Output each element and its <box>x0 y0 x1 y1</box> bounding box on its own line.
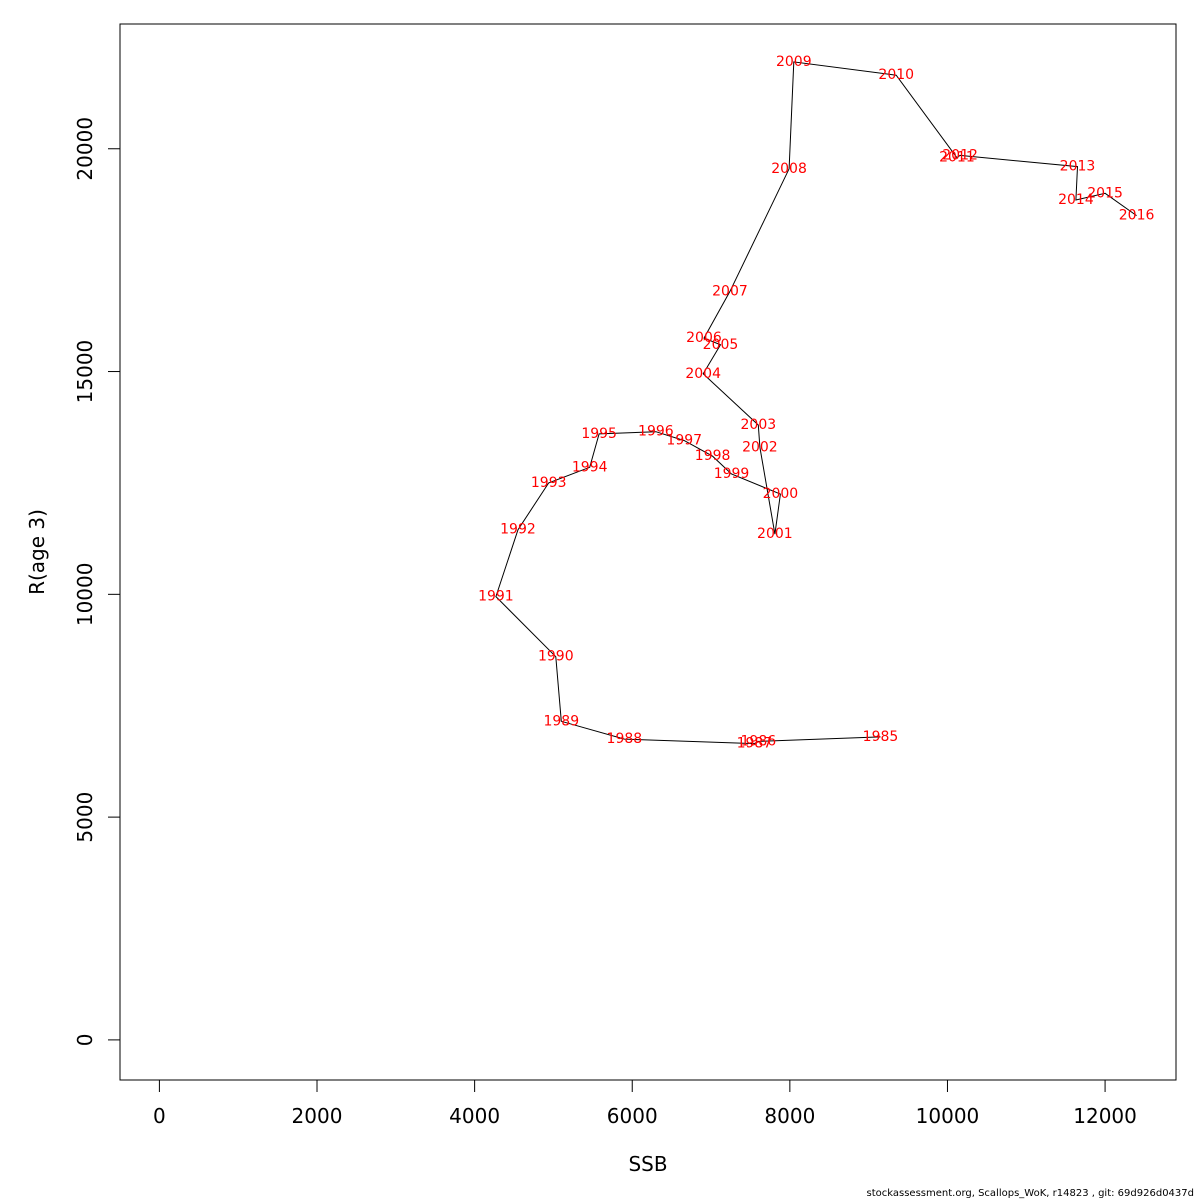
year-label-1995: 1995 <box>581 426 617 442</box>
x-tick-label: 4000 <box>449 1104 500 1128</box>
year-label-1987: 1987 <box>737 736 773 752</box>
year-label-2012: 2012 <box>942 147 978 163</box>
x-tick-label: 0 <box>153 1104 166 1128</box>
year-label-2006: 2006 <box>686 330 722 346</box>
year-label-2009: 2009 <box>776 54 812 70</box>
year-label-2008: 2008 <box>771 161 807 177</box>
y-tick-label: 5000 <box>73 792 97 843</box>
y-tick-label: 0 <box>73 1034 97 1047</box>
year-label-2000: 2000 <box>763 486 799 502</box>
x-tick-label: 8000 <box>764 1104 815 1128</box>
year-label-2010: 2010 <box>878 67 914 83</box>
x-tick-label: 12000 <box>1073 1104 1137 1128</box>
year-label-1992: 1992 <box>500 522 536 538</box>
year-label-2016: 2016 <box>1119 208 1155 224</box>
year-label-1993: 1993 <box>531 475 567 491</box>
y-tick-label: 10000 <box>73 563 97 627</box>
x-tick-label: 2000 <box>292 1104 343 1128</box>
year-label-2003: 2003 <box>741 417 777 433</box>
year-label-1996: 1996 <box>638 424 674 440</box>
trajectory-line <box>495 61 1137 745</box>
year-label-2002: 2002 <box>742 439 778 455</box>
x-tick-label: 10000 <box>916 1104 980 1128</box>
year-label-2005: 2005 <box>703 337 739 353</box>
y-axis-title: R(age 3) <box>25 509 49 595</box>
year-label-2015: 2015 <box>1087 185 1123 201</box>
y-axis: 0 5000 10000 15000 20000 <box>73 117 121 1047</box>
x-axis-title: SSB <box>628 1152 667 1176</box>
year-label-1997: 1997 <box>666 433 702 449</box>
year-label-1986: 1986 <box>741 733 777 749</box>
year-label-2007: 2007 <box>712 283 748 299</box>
year-label-1991: 1991 <box>478 589 514 605</box>
year-label-2011: 2011 <box>939 150 975 166</box>
year-label-2014: 2014 <box>1058 192 1094 208</box>
year-label-1999: 1999 <box>714 466 750 482</box>
year-label-1988: 1988 <box>607 731 643 747</box>
year-label-1985: 1985 <box>863 729 899 745</box>
y-tick-label: 15000 <box>73 340 97 404</box>
year-label-2004: 2004 <box>685 366 721 382</box>
year-label-2001: 2001 <box>757 526 793 542</box>
year-label-1989: 1989 <box>543 713 579 729</box>
year-label-1998: 1998 <box>695 448 731 464</box>
year-label-1994: 1994 <box>572 459 608 475</box>
x-tick-label: 6000 <box>607 1104 658 1128</box>
year-label-1990: 1990 <box>538 649 574 665</box>
plot-frame <box>119 23 1177 1081</box>
year-label-2013: 2013 <box>1060 159 1096 175</box>
x-axis: 0 2000 4000 6000 8000 10000 12000 <box>153 1079 1137 1128</box>
footer-note: stockassessment.org, Scallops_WoK, r1482… <box>866 1188 1194 1199</box>
y-tick-label: 20000 <box>73 117 97 181</box>
